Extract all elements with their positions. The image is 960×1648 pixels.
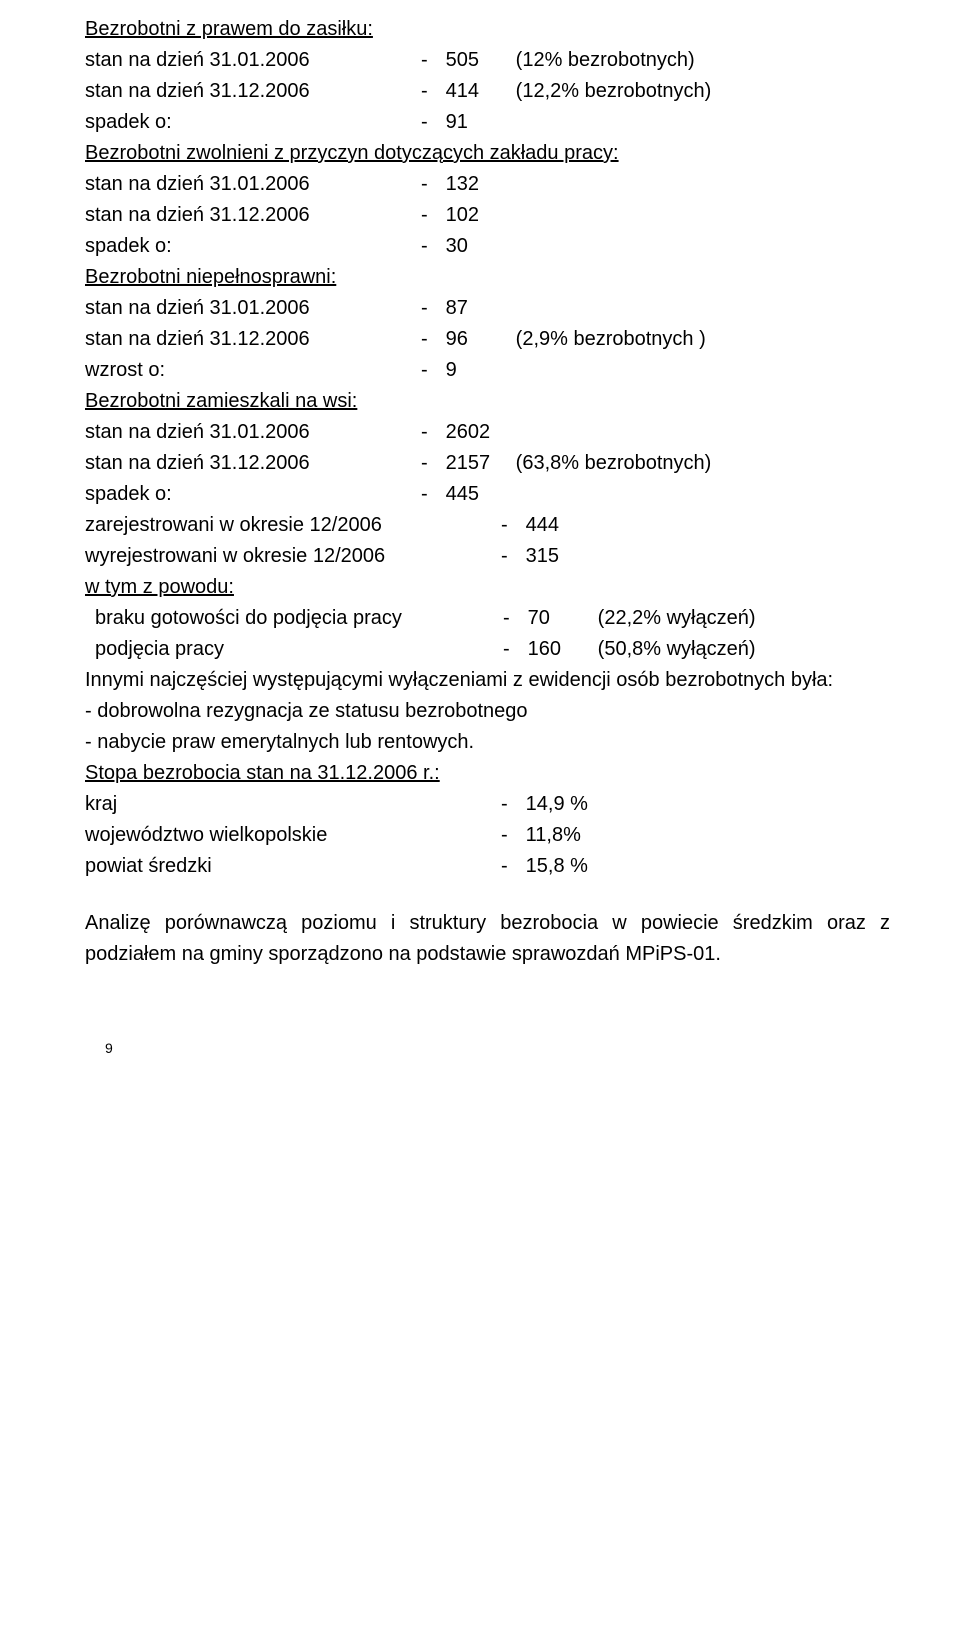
dash: -	[403, 355, 446, 386]
page-number: 9	[105, 1038, 113, 1060]
sub-heading: w tym z powodu:	[85, 572, 890, 603]
data-row: województwo wielkopolskie - 11,8%	[85, 820, 890, 851]
row-value: 132	[446, 169, 506, 200]
dash: -	[403, 324, 446, 355]
row-label: stan na dzień 31.12.2006	[85, 200, 403, 231]
dash: -	[485, 634, 528, 665]
dash: -	[403, 293, 446, 324]
row-label: spadek o:	[85, 107, 403, 138]
dash: -	[485, 603, 528, 634]
data-row: braku gotowości do podjęcia pracy - 70 (…	[85, 603, 890, 634]
dash: -	[403, 169, 446, 200]
bullet-line: - dobrowolna rezygnacja ze statusu bezro…	[85, 696, 890, 727]
data-row: podjęcia pracy - 160 (50,8% wyłączeń)	[85, 634, 890, 665]
dash: -	[403, 231, 446, 262]
row-value: 444	[526, 510, 586, 541]
row-label: stan na dzień 31.01.2006	[85, 45, 403, 76]
section-heading: Bezrobotni niepełnosprawni:	[85, 262, 890, 293]
dash: -	[403, 107, 446, 138]
dash: -	[403, 76, 446, 107]
section-heading: Bezrobotni zamieszkali na wsi:	[85, 386, 890, 417]
row-extra: (2,9% bezrobotnych )	[506, 324, 706, 355]
data-row: stan na dzień 31.12.2006 - 102	[85, 200, 890, 231]
row-value: 96	[446, 324, 506, 355]
row-label: zarejestrowani w okresie 12/2006	[85, 510, 483, 541]
dash: -	[403, 45, 446, 76]
row-value: 315	[526, 541, 586, 572]
dash: -	[403, 479, 446, 510]
row-value: 102	[446, 200, 506, 231]
row-label: stan na dzień 31.12.2006	[85, 324, 403, 355]
row-value: 414	[446, 76, 506, 107]
data-row: zarejestrowani w okresie 12/2006 - 444	[85, 510, 890, 541]
dash: -	[483, 510, 526, 541]
row-label: wyrejestrowani w okresie 12/2006	[85, 541, 483, 572]
data-row: powiat średzki - 15,8 %	[85, 851, 890, 882]
row-label: stan na dzień 31.01.2006	[85, 417, 403, 448]
data-row: wyrejestrowani w okresie 12/2006 - 315	[85, 541, 890, 572]
row-extra: (50,8% wyłączeń)	[588, 634, 756, 665]
row-label: kraj	[85, 789, 483, 820]
row-label: stan na dzień 31.12.2006	[85, 448, 403, 479]
data-row: kraj - 14,9 %	[85, 789, 890, 820]
body-paragraph: Innymi najczęściej występującymi wyłącze…	[85, 665, 890, 696]
data-row: stan na dzień 31.01.2006 - 132	[85, 169, 890, 200]
row-label: stan na dzień 31.01.2006	[85, 293, 403, 324]
row-value: 70	[528, 603, 588, 634]
row-label: powiat średzki	[85, 851, 483, 882]
row-label: wzrost o:	[85, 355, 403, 386]
dash: -	[483, 789, 526, 820]
section-heading: Bezrobotni zwolnieni z przyczyn dotycząc…	[85, 138, 890, 169]
section-heading: Bezrobotni z prawem do zasiłku:	[85, 14, 890, 45]
row-value: 160	[528, 634, 588, 665]
row-value: 2157	[446, 448, 506, 479]
row-label: stan na dzień 31.12.2006	[85, 76, 403, 107]
dash: -	[403, 200, 446, 231]
row-label: braku gotowości do podjęcia pracy	[95, 603, 485, 634]
row-value: 505	[446, 45, 506, 76]
row-extra: (63,8% bezrobotnych)	[506, 448, 712, 479]
row-value: 11,8%	[526, 820, 581, 851]
row-value: 30	[446, 231, 506, 262]
row-extra: (12,2% bezrobotnych)	[506, 76, 712, 107]
data-row: stan na dzień 31.01.2006 - 87	[85, 293, 890, 324]
data-row: stan na dzień 31.12.2006 - 2157 (63,8% b…	[85, 448, 890, 479]
dash: -	[403, 417, 446, 448]
row-label: stan na dzień 31.01.2006	[85, 169, 403, 200]
row-label: podjęcia pracy	[95, 634, 485, 665]
data-row: spadek o: - 30	[85, 231, 890, 262]
data-row: wzrost o: - 9	[85, 355, 890, 386]
data-row: stan na dzień 31.12.2006 - 414 (12,2% be…	[85, 76, 890, 107]
body-paragraph: Analizę porównawczą poziomu i struktury …	[85, 908, 890, 970]
row-label: spadek o:	[85, 231, 403, 262]
row-value: 91	[446, 107, 506, 138]
row-value: 14,9 %	[526, 789, 588, 820]
dash: -	[403, 448, 446, 479]
data-row: spadek o: - 445	[85, 479, 890, 510]
data-row: stan na dzień 31.01.2006 - 505 (12% bezr…	[85, 45, 890, 76]
dash: -	[483, 851, 526, 882]
row-value: 2602	[446, 417, 506, 448]
data-row: stan na dzień 31.12.2006 - 96 (2,9% bezr…	[85, 324, 890, 355]
row-label: spadek o:	[85, 479, 403, 510]
bullet-line: - nabycie praw emerytalnych lub rentowyc…	[85, 727, 890, 758]
dash: -	[483, 820, 526, 851]
section-heading: Stopa bezrobocia stan na 31.12.2006 r.:	[85, 758, 890, 789]
row-value: 9	[446, 355, 506, 386]
dash: -	[483, 541, 526, 572]
data-row: spadek o: - 91	[85, 107, 890, 138]
row-extra: (12% bezrobotnych)	[506, 45, 695, 76]
row-value: 87	[446, 293, 506, 324]
data-row: stan na dzień 31.01.2006 - 2602	[85, 417, 890, 448]
row-label: województwo wielkopolskie	[85, 820, 483, 851]
row-value: 15,8 %	[526, 851, 588, 882]
row-extra: (22,2% wyłączeń)	[588, 603, 756, 634]
row-value: 445	[446, 479, 506, 510]
